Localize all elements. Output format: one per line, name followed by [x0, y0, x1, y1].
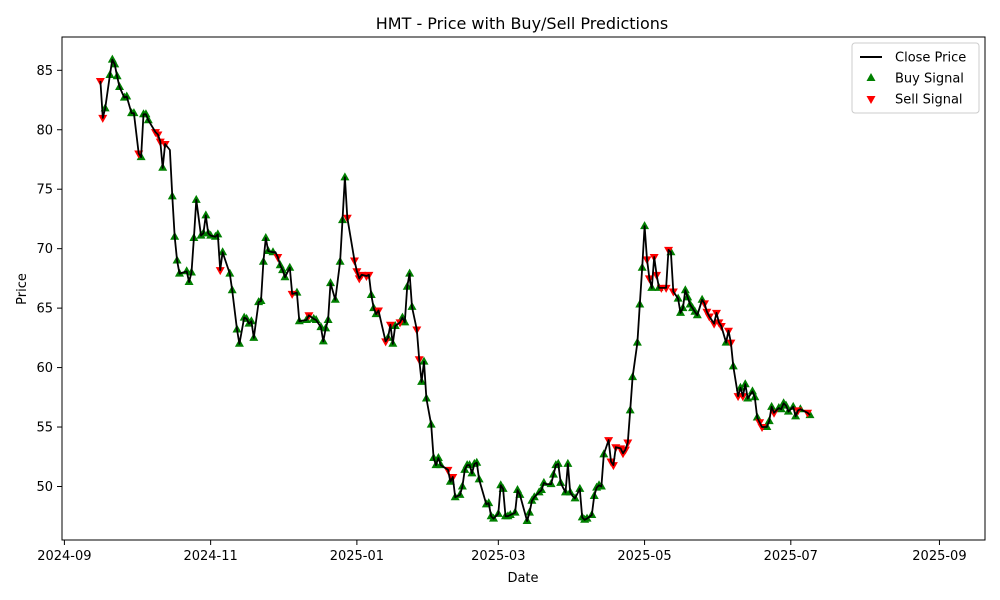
x-tick-label: 2025-05 — [617, 549, 671, 564]
buy-signal-marker — [419, 356, 429, 365]
x-tick-label: 2025-01 — [330, 549, 384, 564]
plot-frame — [61, 36, 986, 541]
buy-signal-marker — [563, 458, 573, 467]
buy-signal-marker — [740, 379, 750, 388]
buy-signal-marker — [340, 172, 350, 181]
buy-signal-marker — [191, 194, 201, 203]
sell-signal-marker — [215, 267, 225, 276]
y-tick-label: 55 — [36, 421, 53, 436]
buy-signal-marker — [201, 210, 211, 219]
chart-title: HMT - Price with Buy/Sell Predictions — [376, 14, 668, 33]
sell-signal-marker — [98, 114, 108, 123]
y-axis: 50 55 60 65 70 75 80 85 — [36, 64, 62, 495]
buy-signal-marker — [640, 221, 650, 230]
legend-swatch-buy — [866, 73, 876, 81]
y-tick-label: 85 — [36, 64, 53, 79]
buy-signal-marker — [433, 452, 443, 461]
legend-label: Buy Signal — [895, 72, 964, 87]
buy-signal-marker — [680, 285, 690, 294]
x-axis-title: Date — [507, 571, 538, 586]
x-tick-label: 2025-09 — [912, 549, 966, 564]
legend-label: Close Price — [895, 51, 966, 66]
buy-signal-marker — [735, 382, 745, 391]
y-tick-label: 80 — [36, 123, 53, 138]
x-tick-label: 2025-07 — [764, 549, 818, 564]
y-tick-label: 75 — [36, 183, 53, 198]
buy-signal-marker — [129, 108, 139, 117]
buy-signal-marker — [285, 262, 295, 271]
x-axis: 2024-09 2024-11 2025-01 2025-03 2025-05 2025-… — [37, 540, 967, 564]
buy-signal-marker — [218, 247, 228, 256]
buy-signal-marker — [767, 401, 777, 410]
y-tick-label: 70 — [36, 242, 53, 257]
sell-signal-marker — [738, 393, 748, 402]
sell-signal-marker — [757, 424, 767, 433]
y-tick-label: 50 — [36, 480, 53, 495]
buy-signal-marker — [405, 268, 415, 277]
y-axis-title: Price — [15, 273, 30, 305]
buy-signal-marker — [747, 386, 757, 395]
x-tick-label: 2024-09 — [37, 549, 91, 564]
x-tick-label: 2025-03 — [471, 549, 525, 564]
y-tick-label: 65 — [36, 302, 53, 317]
legend-box — [851, 42, 980, 114]
x-tick-label: 2024-11 — [183, 549, 237, 564]
legend-label: Sell Signal — [895, 93, 963, 108]
sell-signal-marker — [661, 284, 671, 293]
buy-signal-marker — [326, 278, 336, 287]
plot-area — [95, 54, 815, 524]
buy-signal-marker — [575, 483, 585, 492]
buy-signal-marker — [261, 232, 271, 241]
sell-signal-marker — [381, 338, 391, 347]
legend-swatch-sell — [866, 96, 876, 104]
sell-signal-marker — [608, 462, 618, 471]
close-price-line — [99, 58, 811, 522]
y-tick-label: 60 — [36, 361, 53, 376]
legend: Close Price Buy Signal Sell Signal — [851, 42, 980, 114]
